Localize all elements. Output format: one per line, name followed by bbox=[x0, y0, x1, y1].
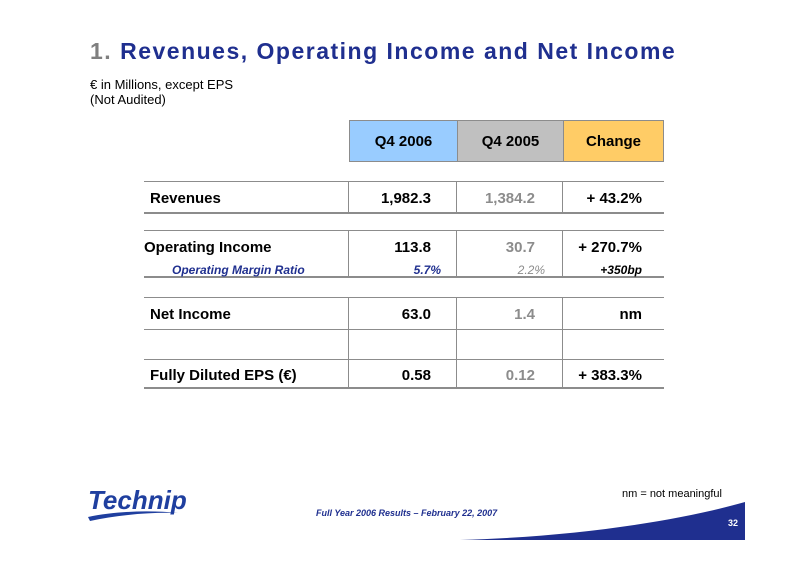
divider bbox=[348, 298, 349, 387]
row-label: Operating Income bbox=[144, 239, 272, 256]
header-q4-2005: Q4 2005 bbox=[457, 120, 564, 162]
audit-note: (Not Audited) bbox=[90, 92, 166, 107]
value-change: nm bbox=[619, 306, 643, 323]
value-prior: 1.4 bbox=[514, 306, 535, 323]
divider bbox=[348, 231, 349, 276]
table-row-revenues: Revenues 1,982.3 1,384.2 + 43.2% bbox=[144, 181, 664, 214]
divider bbox=[562, 298, 563, 387]
title-text: Revenues, Operating Income and Net Incom… bbox=[120, 38, 677, 64]
value-prior: 30.7 bbox=[505, 239, 535, 256]
divider bbox=[456, 298, 457, 387]
divider bbox=[562, 231, 563, 276]
value-current: 113.8 bbox=[394, 239, 431, 256]
section-number: 1. bbox=[90, 38, 113, 64]
page-number: 32 bbox=[728, 518, 739, 528]
sub-row-label: Operating Margin Ratio bbox=[172, 263, 305, 277]
eps-label: Fully Diluted EPS (€) bbox=[150, 367, 297, 384]
table-row-operating-income: Operating Income 113.8 30.7 + 270.7% Ope… bbox=[144, 230, 664, 278]
divider bbox=[562, 182, 563, 212]
row-label: Net Income bbox=[150, 306, 231, 323]
eps-change: + 383.3% bbox=[578, 367, 642, 384]
swoosh-shape bbox=[460, 502, 745, 540]
value-prior: 1,384.2 bbox=[484, 190, 535, 207]
value-current: 63.0 bbox=[401, 306, 431, 323]
header-change: Change bbox=[563, 120, 664, 162]
technip-logo: Technip bbox=[88, 485, 187, 521]
subtitle: € in Millions, except EPS (Not Audited) bbox=[90, 77, 233, 107]
margin-current: 5.7% bbox=[413, 263, 441, 277]
table-row-net-income: Net Income 63.0 1.4 nm Fully Diluted EPS… bbox=[144, 297, 664, 389]
page-title: 1. Revenues, Operating Income and Net In… bbox=[90, 38, 676, 65]
divider bbox=[456, 182, 457, 212]
header-q4-2006: Q4 2006 bbox=[349, 120, 458, 162]
divider bbox=[456, 231, 457, 276]
margin-prior: 2.2% bbox=[517, 263, 545, 277]
footnote: nm = not meaningful bbox=[622, 488, 722, 500]
logo-swoosh bbox=[88, 511, 178, 521]
divider bbox=[144, 359, 664, 360]
units-note: € in Millions, except EPS bbox=[90, 77, 234, 92]
eps-current: 0.58 bbox=[401, 367, 431, 384]
margin-change: +350bp bbox=[600, 263, 642, 277]
footer-swoosh bbox=[460, 502, 745, 540]
value-change: + 43.2% bbox=[586, 190, 642, 207]
value-change: + 270.7% bbox=[578, 239, 642, 256]
logo-wordmark: Technip bbox=[88, 485, 187, 515]
footer-text: Full Year 2006 Results – February 22, 20… bbox=[316, 508, 498, 518]
value-current: 1,982.3 bbox=[380, 190, 431, 207]
divider bbox=[348, 182, 349, 212]
divider bbox=[144, 329, 664, 330]
row-label: Revenues bbox=[150, 190, 221, 207]
eps-prior: 0.12 bbox=[505, 367, 535, 384]
